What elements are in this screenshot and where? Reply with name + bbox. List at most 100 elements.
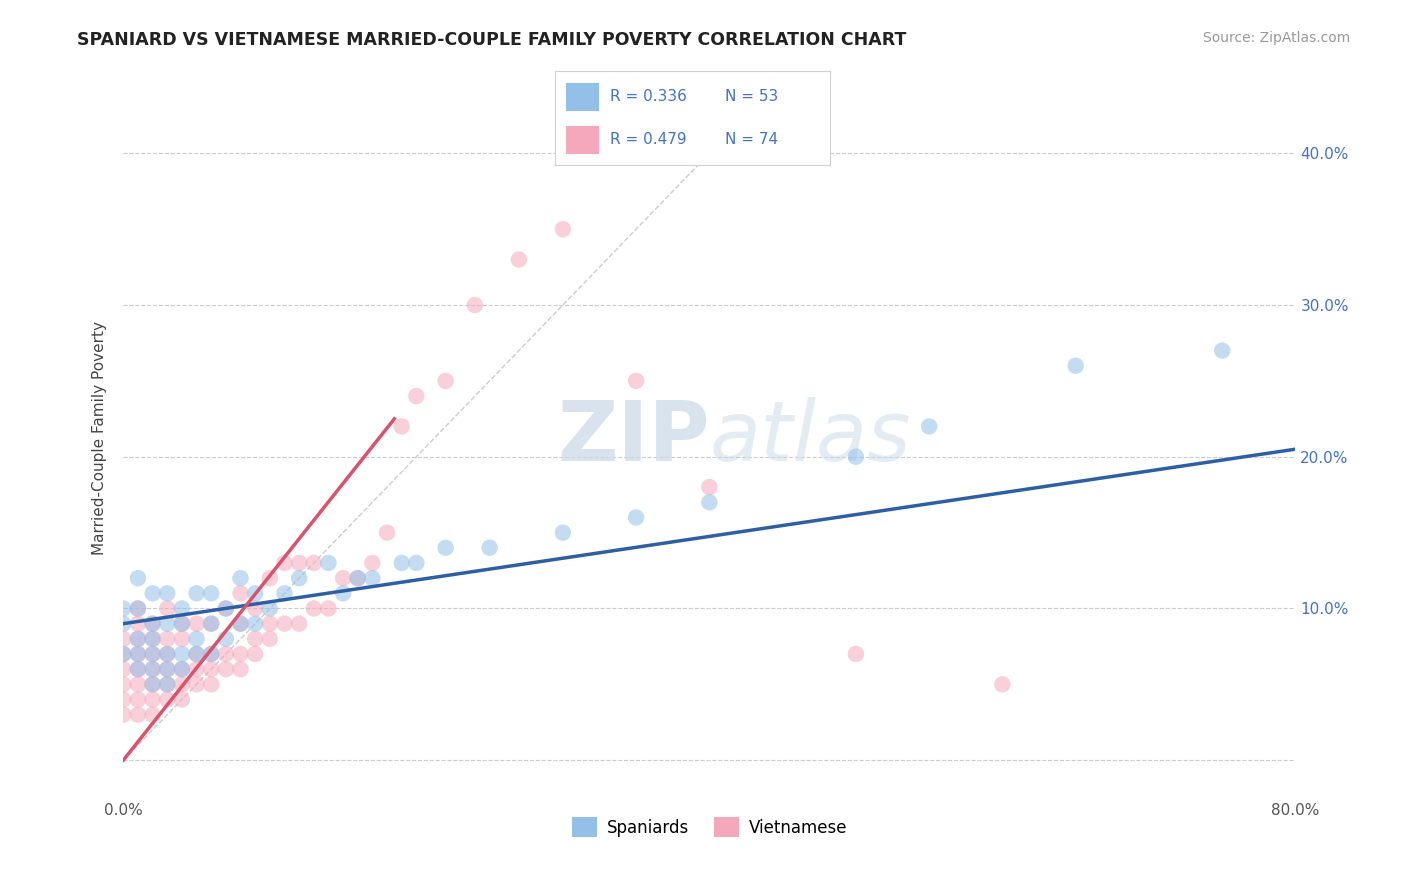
Point (112, 662, 135, 676)
Point (127, 647, 149, 661)
Point (142, 662, 165, 676)
Point (156, 677, 179, 691)
Point (200, 662, 222, 676)
Point (229, 586, 252, 600)
Point (156, 601, 179, 615)
Point (142, 662, 165, 676)
Text: atlas: atlas (710, 397, 911, 478)
Point (186, 586, 208, 600)
Point (1064, 359, 1087, 373)
Point (243, 586, 266, 600)
Point (186, 632, 208, 646)
Point (127, 692, 149, 706)
Point (375, 525, 398, 540)
Point (156, 632, 179, 646)
Text: N = 53: N = 53 (725, 89, 779, 104)
Point (346, 571, 368, 585)
Point (229, 616, 252, 631)
Point (434, 541, 457, 555)
Point (288, 556, 311, 570)
Point (112, 647, 135, 661)
Point (127, 707, 149, 722)
Point (127, 662, 149, 676)
Point (186, 647, 208, 661)
Point (142, 647, 165, 661)
Point (918, 419, 941, 434)
Point (699, 495, 721, 509)
Point (699, 480, 721, 494)
Point (142, 586, 165, 600)
Point (243, 632, 266, 646)
Point (127, 662, 149, 676)
Text: N = 74: N = 74 (725, 132, 779, 147)
Point (142, 677, 165, 691)
Point (156, 586, 179, 600)
Point (127, 632, 149, 646)
Point (229, 647, 252, 661)
Point (302, 556, 325, 570)
Point (112, 707, 135, 722)
Point (170, 601, 193, 615)
Point (156, 647, 179, 661)
Point (624, 374, 647, 388)
Point (405, 556, 427, 570)
Point (215, 601, 238, 615)
Point (215, 662, 238, 676)
Point (391, 419, 413, 434)
Point (229, 616, 252, 631)
Point (142, 707, 165, 722)
Point (170, 662, 193, 676)
Legend: Spaniards, Vietnamese: Spaniards, Vietnamese (565, 810, 853, 844)
Bar (567, 126, 599, 153)
Point (243, 601, 266, 615)
Point (273, 616, 295, 631)
Point (215, 647, 238, 661)
Point (142, 677, 165, 691)
Point (112, 677, 135, 691)
Point (170, 692, 193, 706)
Point (478, 541, 501, 555)
Point (127, 571, 149, 585)
Point (200, 647, 222, 661)
Point (361, 556, 384, 570)
Point (142, 647, 165, 661)
Point (624, 510, 647, 524)
Point (551, 525, 574, 540)
Point (259, 601, 281, 615)
Point (200, 586, 222, 600)
Point (156, 677, 179, 691)
Point (273, 556, 295, 570)
Bar (567, 83, 599, 111)
Point (332, 586, 354, 600)
Point (464, 298, 486, 312)
Point (200, 647, 222, 661)
Point (156, 616, 179, 631)
Y-axis label: Married-Couple Family Poverty: Married-Couple Family Poverty (93, 321, 107, 555)
Point (112, 692, 135, 706)
Point (112, 632, 135, 646)
Point (127, 677, 149, 691)
Point (273, 586, 295, 600)
Text: Source: ZipAtlas.com: Source: ZipAtlas.com (1202, 31, 1350, 45)
Point (112, 647, 135, 661)
Point (508, 252, 530, 267)
Point (318, 601, 340, 615)
Point (332, 571, 354, 585)
Point (170, 677, 193, 691)
Point (302, 601, 325, 615)
Point (200, 616, 222, 631)
Point (142, 632, 165, 646)
Point (142, 632, 165, 646)
Point (156, 662, 179, 676)
Point (127, 601, 149, 615)
Point (243, 647, 266, 661)
Point (170, 616, 193, 631)
Point (200, 677, 222, 691)
Point (127, 601, 149, 615)
Point (551, 222, 574, 236)
Point (186, 662, 208, 676)
Point (170, 662, 193, 676)
Point (346, 571, 368, 585)
Point (288, 616, 311, 631)
Point (405, 389, 427, 403)
